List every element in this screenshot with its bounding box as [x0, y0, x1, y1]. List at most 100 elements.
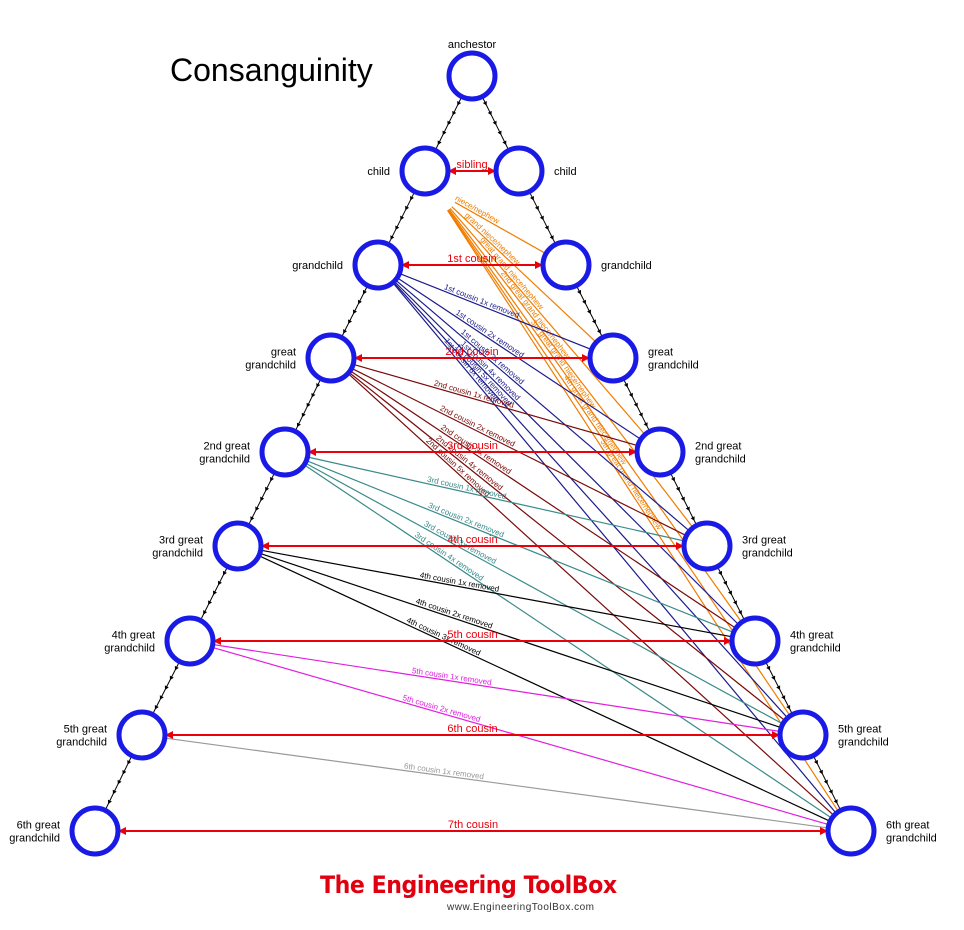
- left-node-label-line: grandchild: [9, 832, 60, 844]
- left-node-label: 2nd great grandchild: [199, 440, 250, 465]
- right-node: [634, 426, 686, 478]
- descent-arrowhead: [482, 101, 487, 106]
- same-generation-label: 6th cousin: [447, 723, 497, 735]
- descent-arrowhead: [122, 769, 127, 775]
- removed-cousin-line: [399, 272, 592, 351]
- right-node-label-line: grandchild: [742, 547, 793, 559]
- removed-cousin-line: [212, 643, 781, 733]
- descent-arrowhead: [127, 760, 132, 765]
- descent-arrowhead: [348, 319, 352, 324]
- right-node-label: 4th great grandchild: [790, 629, 841, 654]
- descent-arrowhead: [296, 422, 301, 428]
- left-node-label-line: 5th great: [64, 723, 107, 735]
- removed-cousin-line: [352, 363, 639, 447]
- right-node-label-line: 6th great: [886, 819, 929, 831]
- right-node-label-line: great: [648, 346, 673, 358]
- right-node-label-line: child: [554, 166, 577, 178]
- descent-arrowhead: [628, 392, 633, 398]
- descent-arrowhead: [437, 140, 442, 146]
- right-node: [777, 709, 829, 761]
- right-node-label-line: 3rd great: [742, 534, 786, 546]
- descent-arrowhead: [487, 110, 492, 116]
- left-node-label-line: 6th great: [17, 819, 60, 831]
- removed-cousin-label: 6th cousin 1x removed: [404, 761, 485, 781]
- right-node-label-line: grandchild: [886, 832, 937, 844]
- descent-arrowhead: [587, 309, 591, 315]
- descent-arrowhead: [222, 570, 227, 576]
- left-node: [352, 239, 404, 291]
- descent-arrowhead: [400, 215, 405, 221]
- left-node-label-line: grandchild: [199, 453, 250, 465]
- right-node-label: 5th great grandchild: [838, 723, 889, 748]
- right-node-label-line: grandchild: [601, 260, 652, 272]
- right-node-label: great grandchild: [648, 346, 699, 371]
- niece-nephew-line: [454, 201, 547, 255]
- left-node: [399, 145, 451, 197]
- descent-arrowhead: [828, 789, 833, 795]
- descent-arrowhead: [442, 130, 447, 136]
- left-node: [212, 520, 264, 572]
- descent-arrowhead: [353, 309, 357, 315]
- descent-arrowhead: [255, 506, 260, 512]
- descent-arrowhead: [452, 110, 457, 116]
- engineering-toolbox-logo: The Engineering ToolBox: [320, 871, 617, 899]
- ancestor-label: anchestor: [448, 39, 497, 51]
- descent-arrowhead: [582, 299, 587, 305]
- descent-arrowhead: [685, 506, 690, 512]
- right-node-label: 2nd great grandchild: [695, 440, 746, 465]
- same-generation-label: 4th cousin: [447, 534, 497, 546]
- right-node-label-line: grandchild: [790, 642, 841, 654]
- descent-arrowhead: [675, 486, 680, 492]
- descent-arrowhead: [169, 675, 174, 681]
- descent-arrowhead: [362, 289, 367, 295]
- left-node: [164, 615, 216, 667]
- descent-arrowhead: [592, 319, 596, 324]
- descent-arrowhead: [270, 476, 274, 482]
- descent-arrowhead: [159, 695, 164, 700]
- right-node-label-line: grandchild: [695, 453, 746, 465]
- descent-arrowhead: [539, 215, 544, 221]
- right-node-label: 6th great grandchild: [886, 819, 937, 844]
- right-node-label: grandchild: [601, 260, 652, 272]
- descent-arrowhead: [776, 685, 781, 690]
- left-node-label-line: 2nd great: [204, 440, 250, 452]
- descent-arrowhead: [718, 570, 723, 576]
- left-node-label-line: grandchild: [292, 260, 343, 272]
- descent-arrowhead: [723, 580, 728, 586]
- descent-arrowhead: [301, 412, 306, 418]
- left-node-label: 4th great grandchild: [104, 629, 155, 654]
- descent-arrowhead: [107, 799, 112, 805]
- logo-url[interactable]: www.EngineeringToolBox.com: [447, 902, 595, 913]
- right-node-label: 3rd great grandchild: [742, 534, 793, 559]
- descent-arrowhead: [732, 600, 737, 605]
- descent-arrowhead: [492, 120, 497, 126]
- descent-lines: [104, 96, 842, 811]
- ancestor-node: [446, 50, 498, 102]
- left-node: [305, 332, 357, 384]
- left-node: [116, 709, 168, 761]
- descent-arrowhead: [174, 665, 179, 671]
- same-generation-label: 5th cousin: [447, 629, 497, 641]
- descent-arrowhead: [390, 235, 395, 240]
- right-node-label-line: grandchild: [838, 736, 889, 748]
- descent-arrowhead: [457, 101, 462, 106]
- same-generation-label: 3rd cousin: [447, 440, 498, 452]
- niece-nephew-label: 3rd great grand niece/nephew: [529, 318, 598, 410]
- removed-cousin-line: [304, 462, 784, 725]
- descent-arrowhead: [833, 799, 838, 804]
- right-node: [825, 805, 877, 857]
- left-node-label-line: child: [367, 166, 390, 178]
- left-node-label: child: [367, 166, 390, 178]
- descent-arrowhead: [638, 412, 643, 418]
- left-node-label: great grandchild: [245, 346, 296, 371]
- descent-arrowhead: [395, 225, 400, 231]
- removed-cousin-line: [347, 373, 835, 816]
- descent-arrowhead: [818, 769, 823, 775]
- niece-nephew-line: [449, 208, 646, 435]
- descent-arrowhead: [577, 289, 582, 295]
- removed-cousin-line: [395, 279, 690, 532]
- descent-arrowhead: [203, 610, 208, 615]
